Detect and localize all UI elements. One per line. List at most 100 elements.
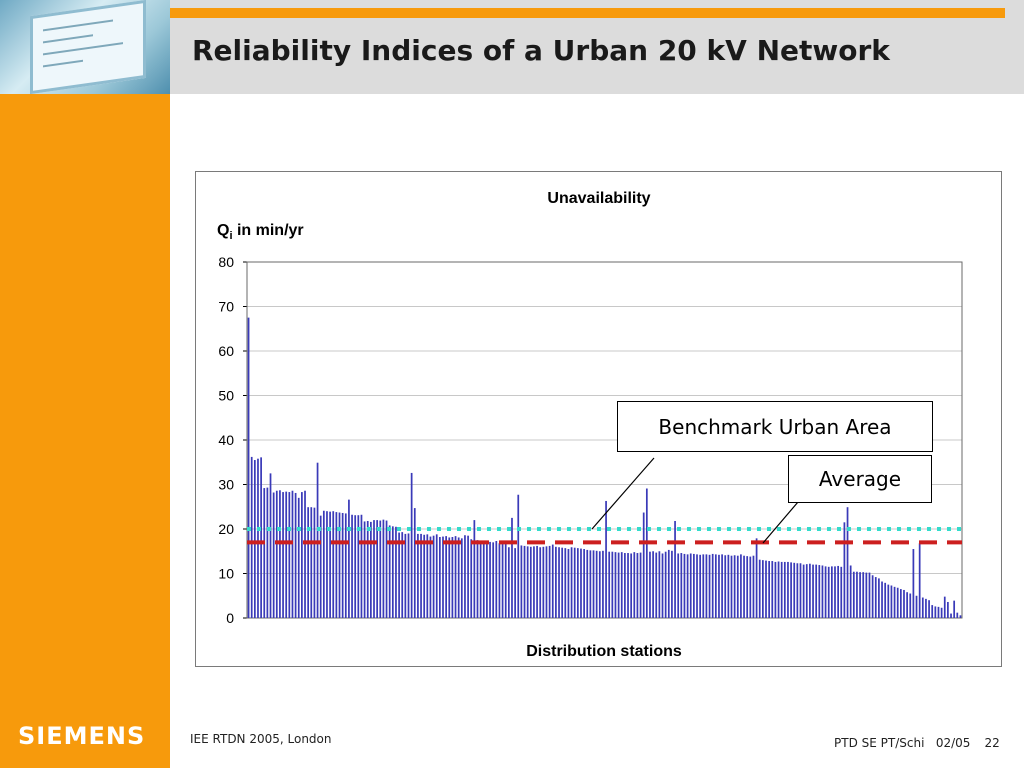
bar [479, 540, 482, 618]
bar [548, 545, 551, 618]
bar [476, 540, 479, 618]
x-axis-label: Distribution stations [526, 643, 682, 660]
bar [639, 552, 642, 618]
y-tick-label: 30 [218, 477, 234, 493]
header-picture [0, 0, 170, 94]
bar [498, 543, 501, 618]
bar [291, 490, 294, 618]
bar [906, 592, 908, 618]
y-tick-label: 0 [226, 610, 234, 626]
legend-benchmark: Benchmark Urban Area [617, 401, 933, 452]
bar [727, 554, 730, 618]
bar [545, 546, 548, 618]
bar [658, 551, 661, 618]
bar [667, 549, 670, 618]
bar [576, 548, 579, 618]
bar [266, 487, 269, 618]
bar [344, 513, 347, 618]
bar [830, 566, 833, 618]
bar [661, 553, 664, 618]
bar [332, 511, 335, 618]
bar [357, 515, 360, 618]
bar [783, 561, 786, 618]
bar [827, 566, 830, 618]
bar [608, 551, 611, 618]
bar [871, 575, 874, 618]
bar [859, 572, 861, 618]
bar [780, 561, 783, 618]
bar [486, 541, 488, 618]
header-accent-stripe [170, 8, 1005, 18]
bar [953, 600, 956, 618]
y-tick-label: 20 [218, 521, 234, 537]
bar [862, 572, 865, 618]
bar [689, 553, 692, 618]
bar [937, 606, 940, 618]
bar [903, 589, 905, 618]
bar [351, 514, 353, 618]
bar [511, 517, 513, 618]
bar [708, 554, 711, 618]
bar [940, 607, 943, 618]
bar [934, 606, 937, 618]
bar [620, 552, 623, 618]
bar [410, 472, 413, 618]
y-tick-label: 10 [218, 566, 234, 582]
bar [947, 601, 949, 618]
bar [881, 581, 883, 618]
bar [517, 494, 520, 618]
y-axis-label: Qi in min/yr [217, 222, 304, 242]
bar [495, 541, 498, 618]
bar [950, 613, 952, 618]
plot-area: 0 10 20 30 40 50 60 70 80 [218, 254, 963, 626]
footer-info: PTD SE PT/Schi 02/05 22 [834, 736, 1000, 750]
bar [730, 555, 733, 618]
bar [307, 507, 310, 618]
bar [718, 554, 720, 618]
bar [865, 572, 868, 618]
average-pointer [762, 501, 799, 544]
bar [721, 554, 723, 618]
bar [507, 547, 510, 618]
bar [655, 552, 658, 618]
bar [959, 615, 962, 618]
bar [366, 520, 369, 618]
bar [849, 565, 852, 618]
bar [573, 547, 576, 618]
bar [407, 533, 410, 618]
bar [385, 520, 388, 618]
slide-title: Reliability Indices of a Urban 20 kV Net… [192, 34, 890, 67]
bar [322, 510, 325, 618]
bar [564, 548, 567, 618]
bar [250, 456, 253, 618]
bar [442, 536, 444, 618]
bar [837, 565, 839, 618]
bar [633, 552, 636, 618]
bar [834, 566, 836, 618]
bar [602, 550, 604, 618]
bar [824, 566, 827, 618]
bar [714, 554, 717, 618]
sidebar [0, 94, 170, 768]
bar [269, 473, 272, 618]
bar [413, 508, 416, 618]
bar [909, 593, 912, 618]
bar [282, 492, 284, 618]
bar [617, 552, 620, 618]
bar [636, 553, 639, 618]
bar [925, 598, 927, 618]
bar [677, 553, 680, 618]
bar [404, 533, 407, 618]
bar [693, 553, 695, 618]
bar [605, 500, 607, 618]
bar [931, 605, 934, 618]
y-tick-label: 70 [218, 299, 234, 315]
bar [504, 542, 507, 618]
bar [711, 553, 714, 618]
bar [514, 548, 516, 618]
bar [793, 562, 796, 618]
y-axis-label-sub: i [229, 230, 232, 242]
bar [812, 564, 814, 618]
bar [805, 564, 808, 618]
bar [341, 512, 344, 618]
